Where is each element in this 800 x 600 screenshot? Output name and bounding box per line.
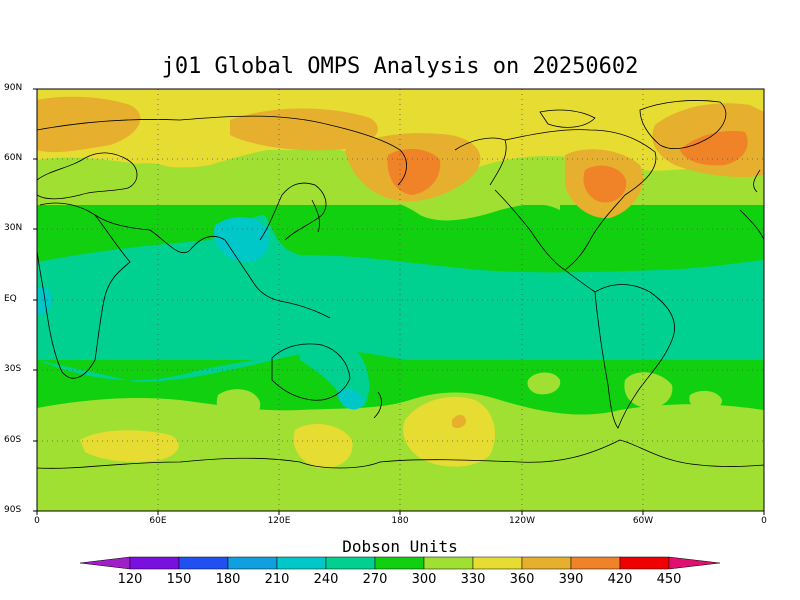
region-n-green-lobe <box>330 184 560 221</box>
colorbar-bin <box>276 556 327 570</box>
grid-lines <box>37 89 764 511</box>
region-n-siberia-orange <box>230 108 378 151</box>
lon-label-0-east: 0 <box>761 516 767 526</box>
lat-label-60n: 60N <box>4 153 23 163</box>
colorbar-title: Dobson Units <box>342 537 458 556</box>
region-s-tasman-yellow <box>293 424 353 469</box>
colorbar <box>79 556 721 570</box>
coast-north-america <box>494 129 657 271</box>
lat-label-60s: 60S <box>4 435 22 445</box>
region-indian-ocean-green <box>37 392 764 511</box>
lat-label-30n: 30N <box>4 223 23 233</box>
coast-asia-east <box>259 182 327 241</box>
region-n-america-darkorange <box>583 165 627 203</box>
region-s-pacific-yellow <box>403 396 495 467</box>
colorbar-level-label: 330 <box>460 572 486 587</box>
colorbar-bin <box>129 556 180 570</box>
colorbar-bin <box>570 556 621 570</box>
colorbar-level-label: 270 <box>362 572 388 587</box>
colorbar-level-label: 360 <box>509 572 535 587</box>
lon-label-60w: 60W <box>632 516 654 526</box>
region-west-africa-teal <box>37 287 52 315</box>
region-greenland-darkorange <box>680 130 748 166</box>
region-s-atlantic-green-patch <box>689 390 722 412</box>
region-n-atlantic-orange <box>37 96 141 153</box>
coast-greenland <box>639 100 727 150</box>
colorbar-level-label: 210 <box>264 572 290 587</box>
coast-arctic-islands <box>539 109 596 128</box>
lat-label-eq: EQ <box>4 294 17 304</box>
lon-label-180: 180 <box>391 516 409 526</box>
coast-west-africa-2 <box>739 209 765 241</box>
coast-africa <box>36 202 131 379</box>
coast-japan <box>311 199 320 233</box>
colorbar-level-label: 420 <box>607 572 633 587</box>
region-s-pacific-orange <box>452 414 466 429</box>
colorbar-cap-low <box>79 556 131 570</box>
colorbar-level-label: 150 <box>166 572 192 587</box>
region-s-india-green-patch <box>216 389 261 423</box>
lon-label-60e: 60E <box>149 516 167 526</box>
lat-label-90n: 90N <box>4 83 23 93</box>
colorbar-bin <box>619 556 670 570</box>
coast-central-america <box>564 269 596 293</box>
colorbar-bin <box>423 556 474 570</box>
coast-se-asia <box>224 239 331 319</box>
colorbar-cap-high <box>668 556 721 570</box>
colorbar-level-label: 450 <box>656 572 682 587</box>
coast-south-america <box>594 284 675 429</box>
colorbar-level-label: 180 <box>215 572 241 587</box>
region-s-pacific-green-patch <box>527 372 561 395</box>
colorbar-bin <box>472 556 523 570</box>
colorbar-level-label: 390 <box>558 572 584 587</box>
coastlines <box>36 100 765 469</box>
region-west-pacific-teal <box>214 216 269 262</box>
colorbar-level-label: 120 <box>117 572 143 587</box>
coast-new-zealand <box>373 391 382 419</box>
coast-europe <box>36 152 138 200</box>
lon-label-0: 0 <box>34 516 40 526</box>
colorbar-level-label: 240 <box>313 572 339 587</box>
region-australia-cyan <box>337 388 364 410</box>
region-s-atlantic-yellow <box>80 430 179 463</box>
colorbar-bin <box>325 556 376 570</box>
lat-label-90s: 90S <box>4 505 22 515</box>
coast-arabia-india <box>94 214 226 253</box>
map-title: j01 Global OMPS Analysis on 20250602 <box>161 54 639 79</box>
coast-antarctica <box>36 439 765 469</box>
colorbar-bin <box>178 556 229 570</box>
colorbar-level-label: 300 <box>411 572 437 587</box>
coast-australia <box>271 343 351 401</box>
lon-label-120w: 120W <box>508 516 536 526</box>
region-n-europe-green <box>130 163 185 187</box>
colorbar-bin <box>227 556 278 570</box>
lon-label-120e: 120E <box>267 516 291 526</box>
region-s-america-green-patch <box>624 372 673 409</box>
axis-ticks <box>33 88 765 515</box>
lat-label-30s: 30S <box>4 364 22 374</box>
coast-uk <box>753 169 761 193</box>
colorbar-bin <box>374 556 425 570</box>
colorbar-bin <box>521 556 572 570</box>
region-n-pacific-darkorange <box>387 148 441 195</box>
coast-asia-north <box>36 115 407 186</box>
